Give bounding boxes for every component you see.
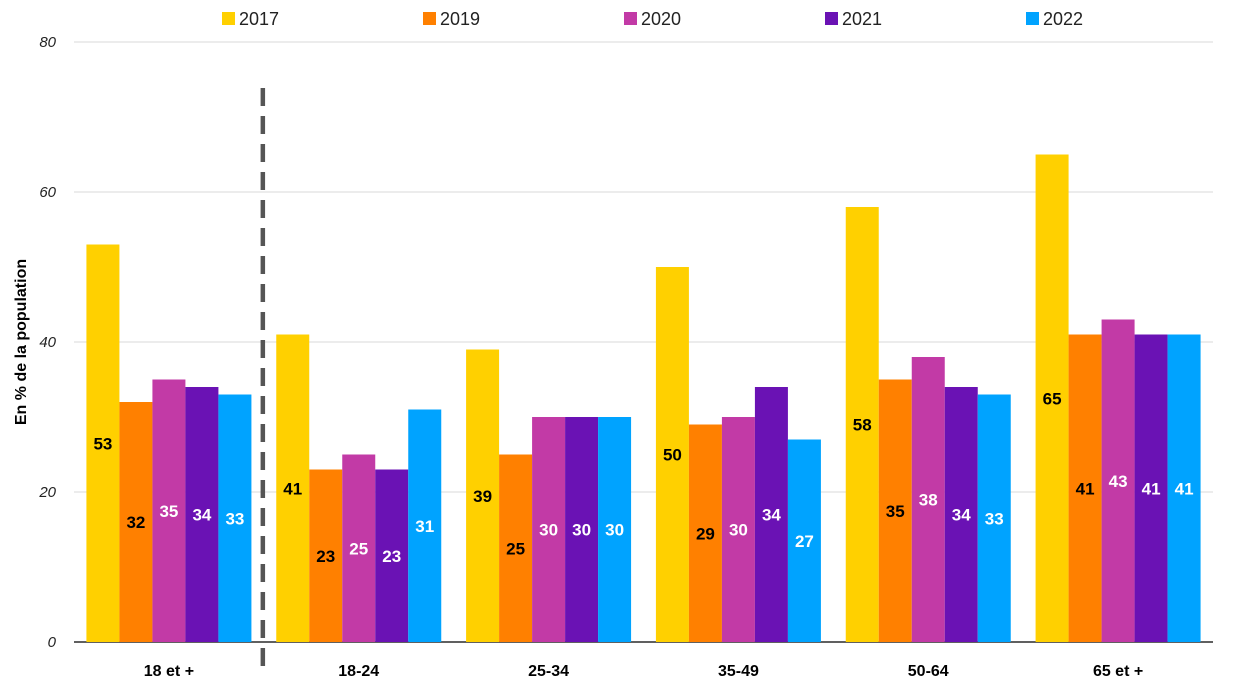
data-label: 53	[93, 434, 112, 453]
data-label: 58	[853, 416, 872, 435]
data-label: 25	[506, 539, 525, 558]
bar-2017	[1035, 154, 1069, 642]
bar-2019	[499, 454, 533, 642]
bar-2019	[1068, 334, 1102, 642]
bar-2017	[655, 267, 689, 642]
category-label: 18 et +	[144, 663, 194, 680]
bar-2017	[276, 334, 310, 642]
bar-2021	[1134, 334, 1168, 642]
data-label: 41	[1076, 479, 1095, 498]
bar-2019	[119, 402, 153, 642]
bar-2022	[1167, 334, 1201, 642]
data-label: 25	[349, 539, 368, 558]
legend-swatch	[423, 12, 436, 25]
data-label: 50	[663, 446, 682, 465]
legend-swatch	[1026, 12, 1039, 25]
bar-2022	[977, 394, 1011, 642]
category-label: 35-49	[718, 663, 759, 680]
y-tick-label: 40	[39, 334, 56, 351]
data-label: 34	[952, 506, 971, 525]
bar-2021	[944, 387, 978, 642]
bar-2022	[598, 417, 632, 642]
y-tick-label: 60	[39, 184, 56, 201]
data-label: 41	[283, 479, 302, 498]
data-label: 23	[316, 547, 335, 566]
data-label: 41	[1142, 479, 1161, 498]
bar-2017	[86, 244, 120, 642]
bars	[86, 154, 1201, 642]
data-label: 35	[159, 502, 178, 521]
legend-label: 2019	[440, 9, 480, 29]
y-axis-label: En % de la population	[13, 259, 30, 425]
data-label: 27	[795, 532, 814, 551]
legend-swatch	[222, 12, 235, 25]
data-label: 33	[985, 509, 1004, 528]
bar-2021	[565, 417, 599, 642]
data-label: 43	[1109, 472, 1128, 491]
bar-2019	[309, 469, 343, 642]
bar-2019	[688, 424, 722, 642]
legend-swatch	[624, 12, 637, 25]
data-label: 32	[126, 513, 145, 532]
legend-label: 2022	[1043, 9, 1083, 29]
data-label: 34	[762, 506, 781, 525]
bar-2022	[408, 409, 442, 642]
bar-2017	[466, 349, 500, 642]
bar-2019	[878, 379, 912, 642]
data-label: 34	[192, 506, 211, 525]
data-label: 33	[225, 509, 244, 528]
bar-2020	[532, 417, 566, 642]
category-label: 18-24	[338, 663, 379, 680]
x-axis-categories: 18 et + 18-24 25-34 35-49 50-64 65 et +	[144, 663, 1143, 680]
data-label: 35	[886, 502, 905, 521]
data-label: 41	[1175, 479, 1194, 498]
bar-2022	[218, 394, 252, 642]
bar-2021	[185, 387, 219, 642]
data-label: 29	[696, 524, 715, 543]
bar-2017	[845, 207, 879, 642]
y-axis-ticks: 0 20 40 60 80	[38, 34, 56, 651]
bar-2021	[375, 469, 409, 642]
data-label: 30	[572, 521, 591, 540]
data-label: 31	[415, 517, 434, 536]
y-tick-label: 80	[39, 34, 56, 51]
data-label: 23	[382, 547, 401, 566]
y-tick-label: 20	[38, 484, 56, 501]
bar-2020	[911, 357, 945, 642]
category-label: 65 et +	[1093, 663, 1143, 680]
bar-2020	[342, 454, 376, 642]
bar-2020	[721, 417, 755, 642]
category-label: 50-64	[908, 663, 949, 680]
category-label: 25-34	[528, 663, 569, 680]
legend-label: 2020	[641, 9, 681, 29]
y-tick-label: 0	[48, 634, 57, 651]
legend-label: 2021	[842, 9, 882, 29]
data-label: 30	[729, 521, 748, 540]
data-label: 30	[605, 521, 624, 540]
legend-label: 2017	[239, 9, 279, 29]
data-label: 39	[473, 487, 492, 506]
legend: 2017 2019 2020 2021 2022	[222, 9, 1083, 29]
bar-2021	[754, 387, 788, 642]
data-label: 38	[919, 491, 938, 510]
data-label: 65	[1043, 389, 1062, 408]
data-label: 30	[539, 521, 558, 540]
bar-2020	[152, 379, 186, 642]
bar-2022	[787, 439, 821, 642]
bar-2020	[1101, 319, 1135, 642]
legend-swatch	[825, 12, 838, 25]
data-labels: 53 32 35 34 33 41 23 25 23 31 39 25 30 30 30 50 29 30 34 27…	[93, 389, 1193, 566]
